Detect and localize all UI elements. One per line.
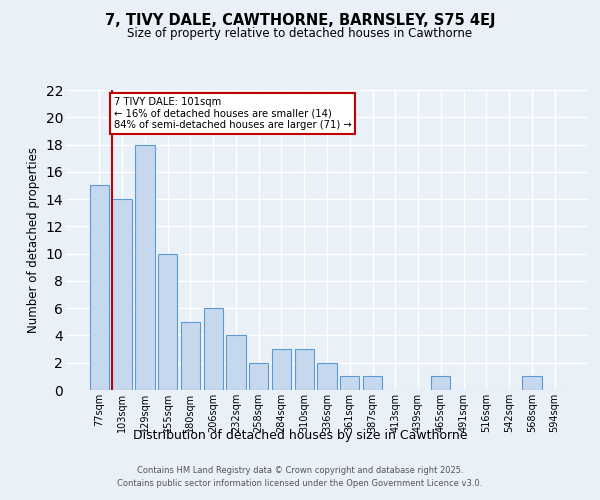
Text: 7 TIVY DALE: 101sqm
← 16% of detached houses are smaller (14)
84% of semi-detach: 7 TIVY DALE: 101sqm ← 16% of detached ho… (113, 97, 352, 130)
Y-axis label: Number of detached properties: Number of detached properties (27, 147, 40, 333)
Bar (203, 308, 223, 390)
Bar (522, 376, 542, 390)
Bar (112, 199, 132, 390)
Text: Size of property relative to detached houses in Cawthorne: Size of property relative to detached ho… (127, 28, 473, 40)
Bar (431, 376, 451, 390)
Bar (135, 144, 155, 390)
Bar (90, 186, 109, 390)
Text: Distribution of detached houses by size in Cawthorne: Distribution of detached houses by size … (133, 428, 467, 442)
Bar (249, 362, 268, 390)
Bar (317, 362, 337, 390)
Bar (158, 254, 178, 390)
Text: Contains HM Land Registry data © Crown copyright and database right 2025.
Contai: Contains HM Land Registry data © Crown c… (118, 466, 482, 487)
Bar (340, 376, 359, 390)
Bar (181, 322, 200, 390)
Bar (272, 349, 291, 390)
Bar (295, 349, 314, 390)
Bar (226, 336, 245, 390)
Text: 7, TIVY DALE, CAWTHORNE, BARNSLEY, S75 4EJ: 7, TIVY DALE, CAWTHORNE, BARNSLEY, S75 4… (105, 12, 495, 28)
Bar (363, 376, 382, 390)
